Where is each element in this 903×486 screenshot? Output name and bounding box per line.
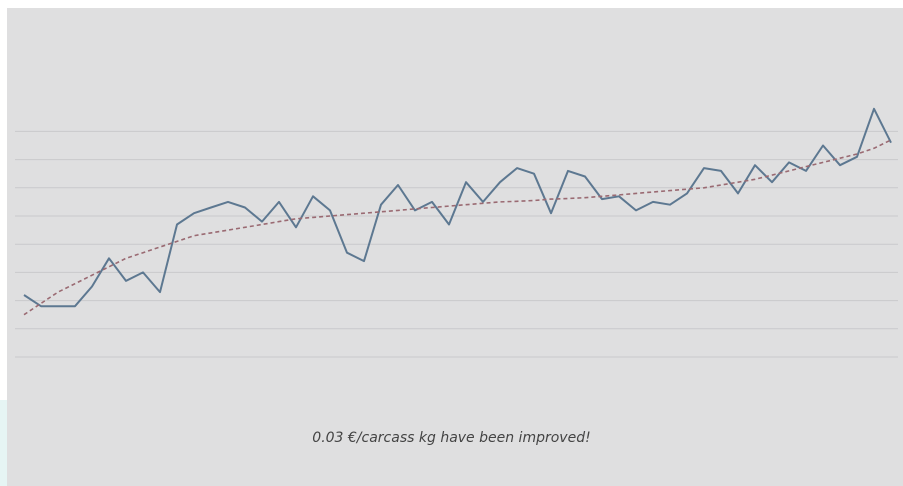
trend-line	[23, 139, 892, 316]
chart-panel	[7, 8, 903, 486]
series-group	[23, 107, 892, 316]
series-line	[23, 107, 892, 308]
gridlines	[15, 130, 898, 358]
chart-caption: 0.03 €/carcass kg have been improved!	[312, 430, 591, 446]
left-accent-strip	[0, 400, 8, 486]
